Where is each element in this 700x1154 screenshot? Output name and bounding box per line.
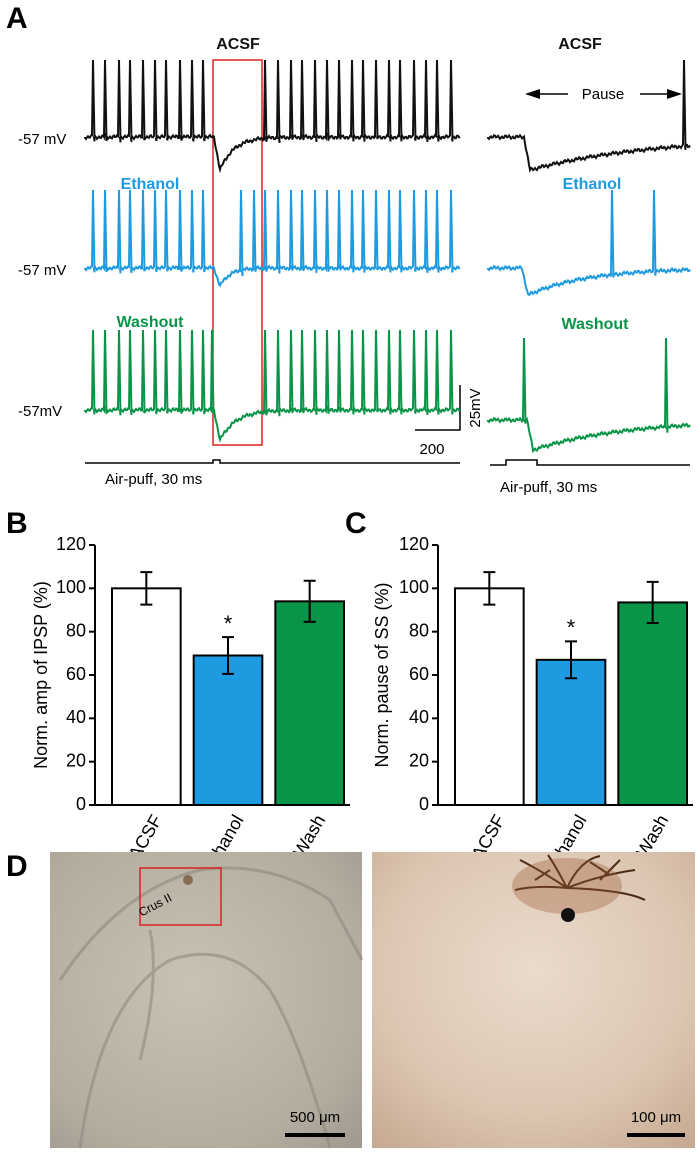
voltage-trace (487, 337, 691, 454)
highlight-box (212, 59, 263, 446)
y-tick-label: 20 (409, 750, 429, 770)
condition-label: Ethanol (121, 176, 180, 193)
scale-bar (415, 385, 461, 431)
scale-label: 500 μm (290, 1109, 340, 1126)
panel-label: A (6, 2, 28, 35)
y-tick-label: 20 (66, 750, 86, 770)
y-tick-label: 100 (56, 577, 86, 597)
error-bar (303, 579, 316, 623)
condition-label: ACSF (558, 36, 602, 53)
cell-body (561, 908, 575, 922)
voltage-trace (84, 59, 461, 174)
error-bar (565, 640, 577, 680)
voltage-trace (487, 59, 691, 173)
error-bar (222, 636, 234, 675)
bar (192, 654, 264, 806)
significance-marker: * (567, 615, 576, 640)
panel-label: C (345, 507, 367, 540)
voltage-trace (84, 329, 461, 443)
tissue-folds (58, 866, 364, 1149)
y-tick-label: 100 (399, 577, 429, 597)
y-tick-label: 0 (76, 794, 86, 814)
y-axis-label: Norm. amp of IPSP (%) (31, 581, 51, 769)
pause-label: Pause (582, 86, 625, 103)
y-tick-label: 80 (409, 620, 429, 640)
error-bar (483, 571, 496, 606)
condition-label: ACSF (216, 36, 260, 53)
micrograph (50, 852, 362, 1148)
y-tick-label: 40 (66, 707, 86, 727)
y-tick-label: 0 (419, 794, 429, 814)
bar (111, 587, 182, 806)
y-tick-label: 40 (409, 707, 429, 727)
voltage-trace (487, 189, 691, 297)
significance-marker: * (224, 611, 233, 636)
y-tick-label: 80 (66, 620, 86, 640)
bar (454, 587, 525, 806)
voltage-scale: 25mV (467, 388, 484, 427)
bar (617, 601, 688, 807)
bar (535, 658, 607, 806)
condition-label: Washout (117, 314, 185, 331)
scale-label: 100 μm (631, 1109, 681, 1126)
potential-label: -57mV (18, 403, 62, 420)
voltage-trace (84, 189, 461, 288)
y-tick-label: 120 (399, 534, 429, 554)
y-tick-label: 120 (56, 534, 86, 554)
potential-label: -57 mV (18, 131, 66, 148)
y-axis-label: Norm. pause of SS (%) (372, 582, 392, 767)
panel-label: B (6, 507, 28, 540)
y-tick-label: 60 (66, 664, 86, 684)
purkinje-dendrites (514, 854, 646, 901)
panel-label: D (6, 850, 28, 883)
potential-label: -57 mV (18, 262, 66, 279)
time-scale: 200 (419, 441, 444, 458)
traces (84, 59, 691, 454)
y-tick-label: 60 (409, 664, 429, 684)
error-bar (646, 580, 659, 624)
condition-label: Ethanol (563, 176, 622, 193)
stimulus-line (490, 459, 690, 466)
dendrite-field (512, 858, 622, 914)
region-box (139, 867, 222, 926)
stimulus-line (85, 459, 460, 464)
cell-stain (183, 875, 193, 885)
error-bar (140, 571, 153, 606)
condition-label: Washout (562, 316, 630, 333)
bar (274, 600, 346, 806)
stimulus-label: Air-puff, 30 ms (105, 471, 202, 488)
micrograph (372, 852, 695, 1148)
stimulus-label: Air-puff, 30 ms (500, 479, 597, 496)
